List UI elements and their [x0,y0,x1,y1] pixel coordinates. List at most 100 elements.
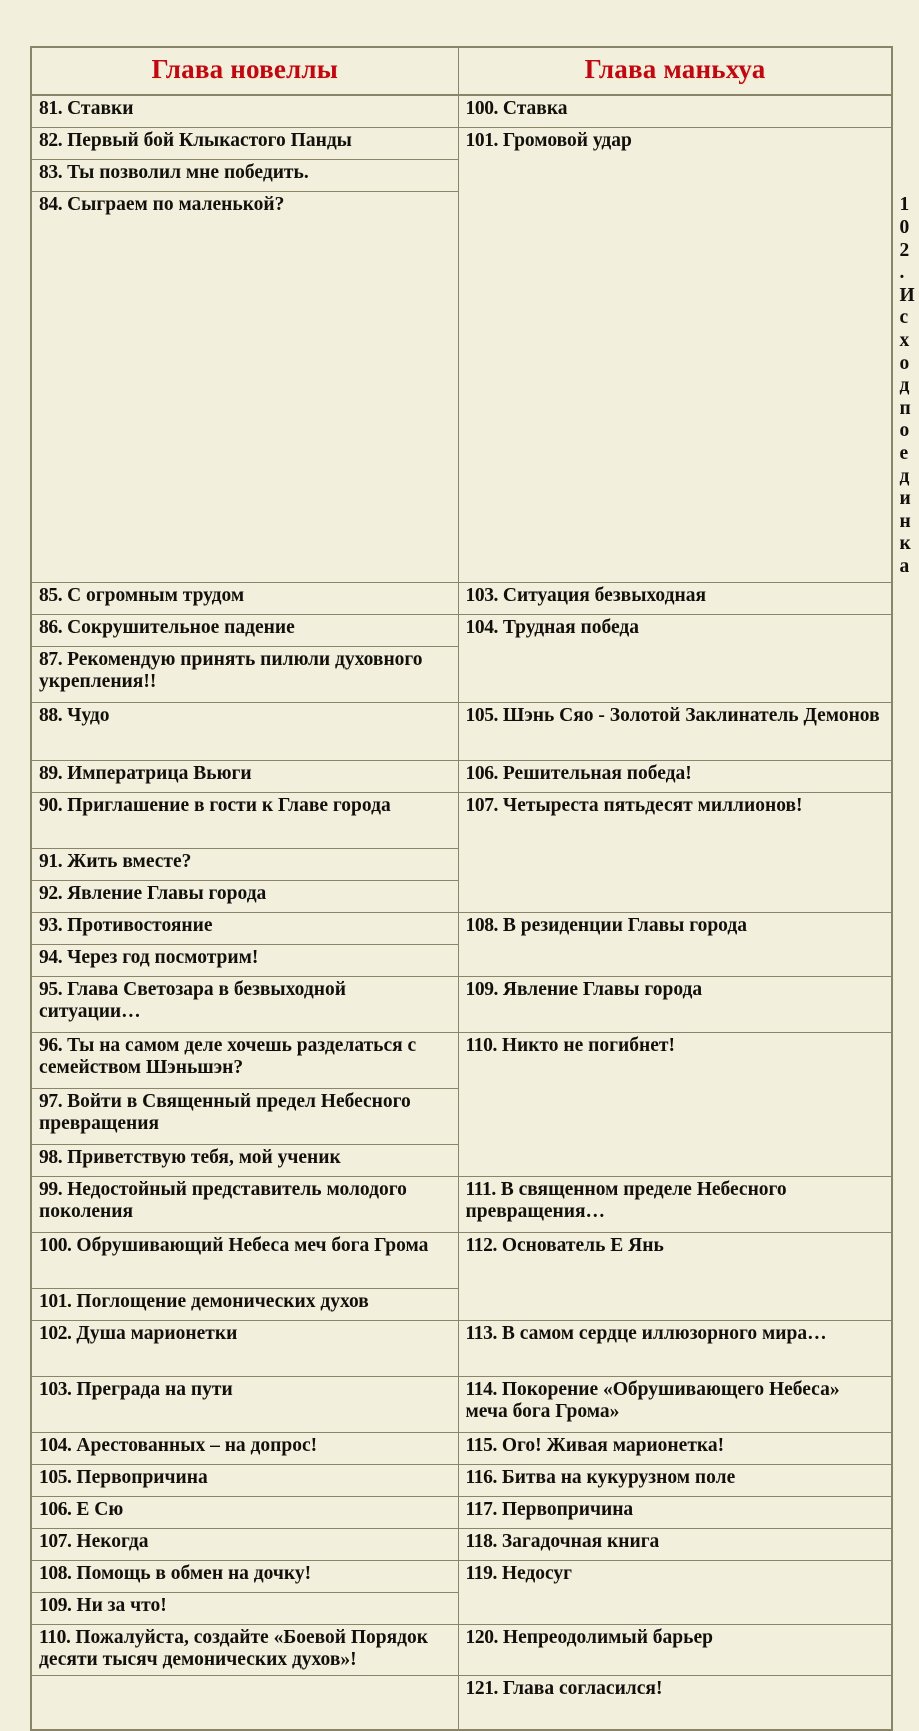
chapter-number: 87. [39,648,63,670]
chapter-cell-manhua: 103. Ситуация безвыходная [457,581,893,615]
chapter-entry: 90. Приглашение в гости к Главе города [39,795,452,818]
table-body: 81. Ставки 100. Ставка 82. Первый бой Клык… [30,94,915,1731]
chapter-number: 106. [39,1498,72,1520]
chapter-title: Жить вместе? [62,850,192,872]
chapter-number: 101. [39,1290,72,1312]
chapter-title: Первопричина [496,1498,634,1520]
column-header-novel: Глава новеллы [30,46,459,97]
chapter-entry: 100. Ставка [466,98,886,121]
chapter-entry: 88. Чудо [39,705,452,728]
chapter-number: 83. [39,162,63,184]
chapter-cell-manhua: 115. Ого! Живая марионетка! [457,1431,893,1465]
chapter-title: Противостояние [62,914,213,936]
page-root: Глава новеллы Глава маньхуа 81. Ставки 10… [30,46,915,1731]
chapter-number: 101. [465,130,499,152]
chapter-title: Никто не погибнет! [496,1034,675,1056]
chapter-cell-manhua: 120. Непреодолимый барьер [457,1623,893,1676]
chapter-title: Ситуация безвыходная [498,584,707,606]
chapter-entry: 98. Приветствую тебя, мой ученик [39,1147,452,1170]
chapter-title: Некогда [71,1530,149,1552]
table-row: 87. Рекомендую принять пилюли духовного … [30,645,892,703]
chapter-number: 103. [465,584,499,606]
chapter-number: 114. [465,1378,498,1400]
chapter-title: Помощь в обмен на дочку! [71,1562,312,1584]
chapter-cell-novel: 81. Ставки [30,94,459,129]
table-row: 81. Ставки 100. Ставка [30,94,893,129]
chapter-number: 90. [39,794,63,816]
chapter-number: 89. [39,762,63,784]
chapter-cell-novel: 104. Арестованных – на допрос! [30,1431,459,1465]
chapter-entry: 99. Недостойный представитель молодого п… [39,1179,452,1224]
chapter-cell-novel: 94. Через год посмотрим! [30,943,459,977]
table-row: 88. Чудо 105. Шэнь Сяо - Золотой Заклинат… [30,701,893,761]
chapter-entry: 110. Пожалуйста, создайте «Боевой Порядо… [39,1627,452,1672]
chapter-entry: 100. Обрушивающий Небеса меч бога Грома [39,1235,452,1258]
chapter-cell-novel: 109. Ни за что! [30,1591,459,1625]
table-row: 82. Первый бой Клыкастого Панды 101. Гром… [30,127,893,583]
chapter-cell-novel: 89. Императрица Вьюги [30,759,459,793]
chapter-entry: 103. Преграда на пути [39,1379,452,1402]
chapter-number: 117. [465,1498,498,1520]
chapter-title: Ни за что! [71,1594,167,1616]
chapter-entry: 106. Решительная победа! [466,763,886,786]
chapter-entry: 111. В священном пределе Небесного превр… [466,1179,886,1224]
chapter-cell-manhua: 104. Трудная победа [457,613,893,703]
chapter-cell-novel: 102. Душа марионетки [30,1319,459,1377]
chapter-entry: 82. Первый бой Клыкастого Панды [39,130,452,153]
chapter-title: Явление Главы города [62,882,267,904]
chapter-number: 105. [39,1466,72,1488]
chapter-title: Ставка [498,98,568,120]
chapter-title: Преграда на пути [71,1378,233,1400]
chapter-title: Непреодолимый барьер [498,1626,713,1648]
chapter-cell-novel: 96. Ты на самом деле хочешь разделаться … [30,1031,459,1089]
chapter-entry: 105. Первопричина [39,1467,452,1490]
chapter-title: Императрица Вьюги [62,762,252,784]
chapter-number: 94. [39,946,63,968]
chapter-cell-novel: 107. Некогда [30,1527,459,1561]
chapter-entry: 120. Непреодолимый барьер [466,1627,886,1650]
chapter-title: В резиденции Главы города [498,914,747,936]
table-row: 92. Явление Главы города [30,879,892,913]
chapter-entry: 109. Ни за что! [39,1595,452,1618]
table-row: 94. Через год посмотрим! [30,943,892,977]
chapter-entry: 85. С огромным трудом [39,585,452,608]
chapter-entry: 103. Ситуация безвыходная [466,585,886,608]
chapter-entry: 114. Покорение «Обрушивающего Небеса» ме… [466,1379,886,1424]
chapter-number: 88. [39,704,63,726]
chapter-entry: 108. В резиденции Главы города [466,915,886,938]
table-row: 89. Императрица Вьюги 106. Решительная по… [30,759,893,793]
chapter-cell-novel: 86. Сокрушительное падение [30,613,459,647]
chapter-title: Ты позволил мне победить. [62,162,309,184]
chapter-title: Душа марионетки [71,1322,238,1344]
chapter-number: 116. [465,1466,498,1488]
table-row: 84. Сыграем по маленькой? 102. Исход поед… [30,191,915,583]
chapter-number: 95. [39,978,63,1000]
table-row: 99. Недостойный представитель молодого п… [30,1175,893,1233]
chapter-title: Войти в Священный предел Небесного превр… [39,1090,411,1135]
chapter-cell-manhua: 113. В самом сердце иллюзорного мира… [457,1319,893,1377]
chapter-cell-novel: 82. Первый бой Клыкастого Панды [30,127,459,161]
chapter-title: Громовой удар [498,130,632,152]
chapter-entry: 105. Шэнь Сяо - Золотой Заклинатель Демо… [466,705,886,728]
chapter-title: Сыграем по маленькой? [62,194,285,216]
chapter-title: Первый бой Клыкастого Панды [62,130,352,152]
chapter-number: 118. [465,1530,498,1552]
chapter-entry: 109. Явление Главы города [466,979,886,1002]
chapter-number: 103. [39,1378,72,1400]
chapter-cell-novel: 98. Приветствую тебя, мой ученик [30,1143,459,1177]
chapter-comparison-table: Глава новеллы Глава маньхуа 81. Ставки 10… [30,46,915,1731]
chapter-number: 108. [39,1562,72,1584]
chapter-cell-novel: 88. Чудо [30,701,459,761]
chapter-title: Глава согласился! [498,1677,663,1699]
chapter-number: 102. [39,1322,72,1344]
chapter-number: 112. [465,1234,498,1256]
chapter-entry: 117. Первопричина [466,1499,886,1522]
chapter-number: 98. [39,1146,63,1168]
chapter-entry: 84. Сыграем по маленькой? [39,194,452,217]
chapter-title: Битва на кукурузном поле [496,1466,736,1488]
chapter-title: Недостойный представитель молодого покол… [39,1178,407,1223]
chapter-cell-novel: 84. Сыграем по маленькой? [30,191,459,583]
chapter-number: 81. [39,98,63,120]
chapter-number: 85. [39,584,63,606]
chapter-entry: 118. Загадочная книга [466,1531,886,1554]
